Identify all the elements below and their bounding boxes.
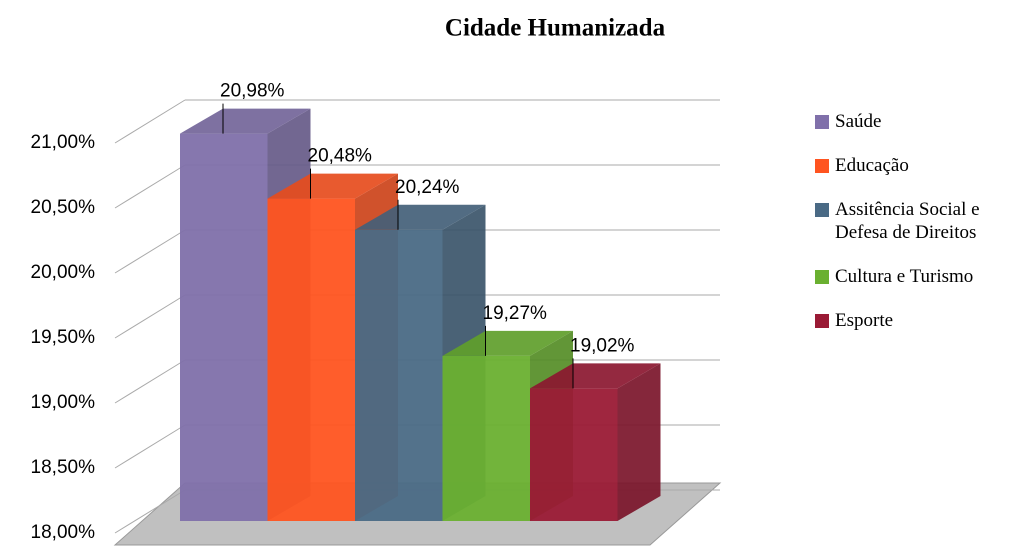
bar-side	[617, 363, 661, 521]
legend-swatch	[815, 314, 829, 328]
chart-title: Cidade Humanizada	[445, 15, 666, 42]
legend-item: Educação	[815, 154, 1027, 177]
data-label: 19,27%	[483, 303, 548, 324]
y-tick-label: 21,00%	[31, 132, 96, 153]
grid-depth-line	[114, 424, 186, 469]
legend-label: Cultura e Turismo	[835, 266, 974, 287]
legend-label: Saúde	[835, 111, 882, 132]
legend-item: Esporte	[815, 309, 1027, 332]
legend-swatch	[815, 270, 829, 284]
data-label: 20,48%	[308, 146, 373, 167]
bar-top	[442, 330, 573, 356]
grid-depth-line	[114, 164, 186, 209]
legend-swatch	[815, 159, 829, 173]
bar	[530, 388, 618, 521]
grid-depth-line	[114, 229, 186, 274]
bar-top	[180, 108, 311, 134]
y-tick-label: 19,50%	[31, 327, 96, 348]
legend-item: Assitência Social e Defesa de Direitos	[815, 198, 1027, 244]
legend-swatch	[815, 115, 829, 129]
y-tick-label: 19,00%	[31, 392, 96, 413]
legend-label: Educação	[835, 155, 909, 176]
bar	[267, 198, 355, 521]
data-label: 20,24%	[395, 177, 460, 198]
legend-label: Assitência Social e Defesa de Direitos	[835, 199, 980, 243]
y-tick-label: 18,00%	[31, 522, 96, 543]
data-label: 20,98%	[220, 81, 285, 102]
y-tick-label: 18,50%	[31, 457, 96, 478]
grid-depth-line	[114, 489, 186, 534]
y-tick-label: 20,50%	[31, 197, 96, 218]
grid-depth-line	[114, 99, 186, 144]
legend: Saúde Educação Assitência Social e Defesa …	[815, 110, 1027, 353]
legend-swatch	[815, 203, 829, 217]
data-label: 19,02%	[570, 335, 635, 356]
legend-item: Cultura e Turismo	[815, 265, 1027, 288]
bar-group	[530, 363, 661, 521]
y-tick-label: 20,00%	[31, 262, 96, 283]
bar-top	[267, 173, 398, 199]
bar	[442, 355, 530, 521]
legend-item: Saúde	[815, 110, 1027, 133]
bar-top	[530, 363, 661, 389]
bar	[180, 133, 268, 521]
bar-top	[355, 204, 486, 230]
grid-depth-line	[114, 359, 186, 404]
bar	[355, 229, 443, 522]
grid-depth-line	[114, 294, 186, 339]
legend-label: Esporte	[835, 310, 894, 331]
